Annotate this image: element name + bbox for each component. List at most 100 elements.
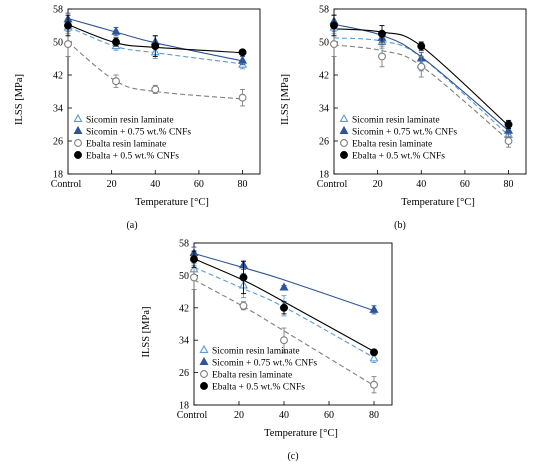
data-point bbox=[190, 255, 198, 264]
data-point bbox=[279, 282, 289, 291]
data-point bbox=[504, 125, 514, 134]
x-tick-label: 80 bbox=[504, 179, 514, 190]
trend-line bbox=[333, 37, 509, 136]
trend-line bbox=[67, 24, 243, 54]
y-tick-label: 26 bbox=[53, 137, 63, 148]
trend-line bbox=[67, 17, 243, 62]
legend-marker bbox=[199, 344, 209, 354]
data-point bbox=[112, 77, 120, 86]
legend-marker bbox=[73, 113, 83, 123]
data-point bbox=[151, 42, 160, 51]
data-point bbox=[369, 353, 379, 362]
panel-caption: (c) bbox=[287, 451, 298, 462]
data-point bbox=[378, 52, 386, 61]
legend-label: Sicomin resin laminate bbox=[212, 347, 300, 357]
y-tick-label: 42 bbox=[319, 71, 329, 82]
trend-line bbox=[333, 23, 509, 132]
data-point bbox=[64, 40, 72, 49]
legend-label: Ebalta + 0.5 wt.% CNFs bbox=[86, 152, 179, 162]
plot-frame bbox=[67, 8, 261, 175]
legend-marker bbox=[339, 125, 349, 135]
y-tick-label: 34 bbox=[319, 104, 329, 115]
data-point bbox=[504, 137, 513, 145]
y-tick-label: 50 bbox=[53, 38, 63, 49]
data-point bbox=[417, 62, 426, 71]
legend-label: Ebalta + 0.5 wt.% CNFs bbox=[212, 383, 305, 393]
data-point bbox=[280, 336, 288, 345]
legend-marker bbox=[340, 139, 348, 147]
legend-label: Sicomin resin laminate bbox=[86, 116, 174, 126]
legend-label: Sicomin + 0.75 wt.% CNFs bbox=[212, 359, 317, 369]
trend-line bbox=[193, 279, 375, 387]
trend-line bbox=[193, 253, 375, 312]
x-tick-label: Control bbox=[317, 179, 348, 190]
panel-caption: (a) bbox=[126, 220, 137, 231]
chart-panel-a: 18 26 34 42 50 58 Control 20 40 60 80 Temperature [… bbox=[14, 5, 261, 231]
y-tick-label: 34 bbox=[179, 336, 189, 347]
data-point bbox=[239, 273, 248, 282]
data-point bbox=[330, 21, 338, 30]
plot-frame bbox=[193, 242, 393, 406]
legend-marker bbox=[74, 139, 82, 147]
y-tick-label: 50 bbox=[319, 38, 329, 49]
legend-marker bbox=[73, 125, 83, 135]
data-point bbox=[330, 40, 338, 49]
data-point bbox=[111, 26, 121, 35]
data-point bbox=[151, 85, 160, 94]
x-tick-label: 40 bbox=[279, 410, 289, 421]
legend-label: Sicomin + 0.75 wt.% CNFs bbox=[86, 128, 191, 138]
x-tick-label: 20 bbox=[373, 179, 383, 190]
data-point bbox=[378, 29, 386, 38]
data-point bbox=[280, 303, 288, 312]
y-axis-title: ILSS [MPa] bbox=[141, 306, 152, 357]
data-point bbox=[238, 93, 247, 102]
trend-line bbox=[193, 266, 375, 359]
legend-label: Sicomin + 0.75 wt.% CNFs bbox=[352, 128, 457, 138]
trend-line bbox=[67, 41, 243, 100]
y-tick-label: 58 bbox=[179, 239, 189, 250]
data-point bbox=[370, 380, 378, 389]
legend-label: Ebalta resin laminate bbox=[352, 140, 432, 150]
x-tick-label: 40 bbox=[416, 179, 426, 190]
x-tick-label: 40 bbox=[150, 179, 160, 190]
x-axis-title: Temperature [°C] bbox=[401, 197, 475, 208]
y-tick-label: 58 bbox=[53, 5, 63, 16]
y-tick-label: 42 bbox=[179, 303, 189, 314]
legend-label: Ebalta resin laminate bbox=[212, 371, 292, 381]
legend-marker bbox=[340, 151, 348, 159]
x-tick-label: 60 bbox=[460, 179, 470, 190]
x-tick-label: Control bbox=[177, 410, 208, 421]
y-tick-label: 18 bbox=[179, 401, 189, 412]
x-tick-label: 20 bbox=[107, 179, 117, 190]
y-tick-label: 34 bbox=[53, 104, 63, 115]
legend-marker bbox=[339, 113, 349, 123]
x-tick-label: 60 bbox=[194, 179, 204, 190]
x-tick-label: 80 bbox=[238, 179, 248, 190]
legend-marker bbox=[200, 382, 208, 390]
data-point bbox=[370, 348, 378, 357]
data-point bbox=[112, 38, 120, 46]
y-tick-label: 26 bbox=[179, 368, 189, 379]
legend-marker bbox=[200, 370, 208, 378]
legend-label: Ebalta resin laminate bbox=[86, 140, 166, 150]
trend-line bbox=[193, 258, 375, 353]
legend-label: Ebalta + 0.5 wt.% CNFs bbox=[352, 152, 445, 162]
chart-panel-c: 18 26 34 42 50 58 Control 20 40 60 80 Temperature [… bbox=[141, 239, 393, 462]
trend-line bbox=[333, 44, 509, 141]
x-tick-label: 20 bbox=[234, 410, 244, 421]
y-tick-label: 18 bbox=[53, 170, 63, 181]
x-tick-label: 60 bbox=[324, 410, 334, 421]
y-tick-label: 18 bbox=[319, 170, 329, 181]
y-tick-label: 26 bbox=[319, 137, 329, 148]
x-axis-title: Temperature [°C] bbox=[135, 197, 209, 208]
data-point bbox=[190, 273, 198, 282]
data-point bbox=[238, 55, 248, 64]
data-point bbox=[238, 48, 247, 57]
data-point bbox=[504, 120, 513, 129]
data-point bbox=[369, 304, 379, 313]
x-tick-label: Control bbox=[51, 179, 82, 190]
chart-panel-b: 18 26 34 42 50 58 Control 20 40 60 80 Temperature [… bbox=[280, 5, 527, 231]
plot-frame bbox=[333, 8, 527, 175]
legend-label: Sicomin resin laminate bbox=[352, 116, 440, 126]
